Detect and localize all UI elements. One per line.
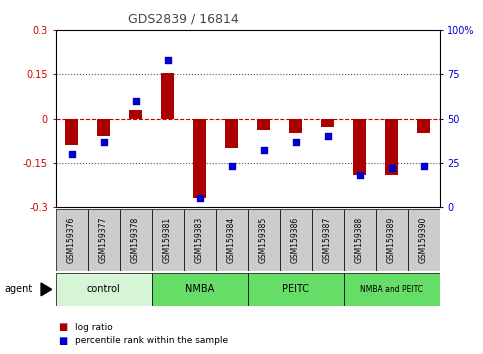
Text: GSM159390: GSM159390 bbox=[419, 217, 428, 263]
Bar bbox=[87, 209, 120, 271]
Bar bbox=[184, 209, 215, 271]
Text: percentile rank within the sample: percentile rank within the sample bbox=[75, 336, 228, 345]
Text: GSM159388: GSM159388 bbox=[355, 217, 364, 263]
Point bbox=[420, 164, 427, 169]
Point bbox=[164, 57, 171, 63]
Point bbox=[227, 164, 235, 169]
Point bbox=[388, 165, 396, 171]
Text: agent: agent bbox=[5, 284, 33, 295]
Point bbox=[324, 133, 331, 139]
Bar bbox=[343, 273, 440, 306]
Bar bbox=[376, 209, 408, 271]
Point bbox=[355, 172, 363, 178]
Text: PEITC: PEITC bbox=[282, 284, 309, 295]
Bar bbox=[408, 209, 440, 271]
Bar bbox=[289, 119, 302, 133]
Text: GSM159383: GSM159383 bbox=[195, 217, 204, 263]
Bar bbox=[120, 209, 152, 271]
Bar bbox=[280, 209, 312, 271]
Text: GSM159376: GSM159376 bbox=[67, 217, 76, 263]
Text: GSM159384: GSM159384 bbox=[227, 217, 236, 263]
Text: log ratio: log ratio bbox=[75, 323, 113, 332]
Bar bbox=[248, 209, 280, 271]
Text: control: control bbox=[86, 284, 120, 295]
Bar bbox=[152, 209, 184, 271]
Text: NMBA and PEITC: NMBA and PEITC bbox=[360, 285, 423, 294]
Bar bbox=[312, 209, 343, 271]
Bar bbox=[248, 273, 343, 306]
Text: GSM159389: GSM159389 bbox=[387, 217, 396, 263]
Text: GSM159381: GSM159381 bbox=[163, 217, 172, 263]
Bar bbox=[193, 119, 206, 198]
Text: ■: ■ bbox=[58, 336, 67, 346]
Bar bbox=[343, 209, 376, 271]
Bar bbox=[417, 119, 430, 133]
Text: GSM159387: GSM159387 bbox=[323, 217, 332, 263]
Bar bbox=[161, 73, 174, 119]
Text: ■: ■ bbox=[58, 322, 67, 332]
Bar bbox=[97, 119, 110, 136]
Bar bbox=[56, 273, 152, 306]
Point bbox=[196, 195, 203, 201]
Bar bbox=[129, 110, 142, 119]
Point bbox=[260, 148, 268, 153]
Text: GDS2839 / 16814: GDS2839 / 16814 bbox=[128, 12, 239, 25]
Text: GSM159377: GSM159377 bbox=[99, 217, 108, 263]
Bar bbox=[215, 209, 248, 271]
Point bbox=[292, 139, 299, 144]
Text: GSM159378: GSM159378 bbox=[131, 217, 140, 263]
Bar bbox=[152, 273, 248, 306]
Point bbox=[99, 139, 107, 144]
Point bbox=[68, 151, 75, 157]
Bar bbox=[353, 119, 366, 175]
Text: GSM159386: GSM159386 bbox=[291, 217, 300, 263]
Point bbox=[132, 98, 140, 104]
Bar bbox=[56, 209, 87, 271]
Bar bbox=[385, 119, 398, 175]
Bar bbox=[257, 119, 270, 130]
Text: GSM159385: GSM159385 bbox=[259, 217, 268, 263]
Bar bbox=[225, 119, 238, 148]
Bar bbox=[321, 119, 334, 127]
Bar bbox=[65, 119, 78, 145]
Text: NMBA: NMBA bbox=[185, 284, 214, 295]
